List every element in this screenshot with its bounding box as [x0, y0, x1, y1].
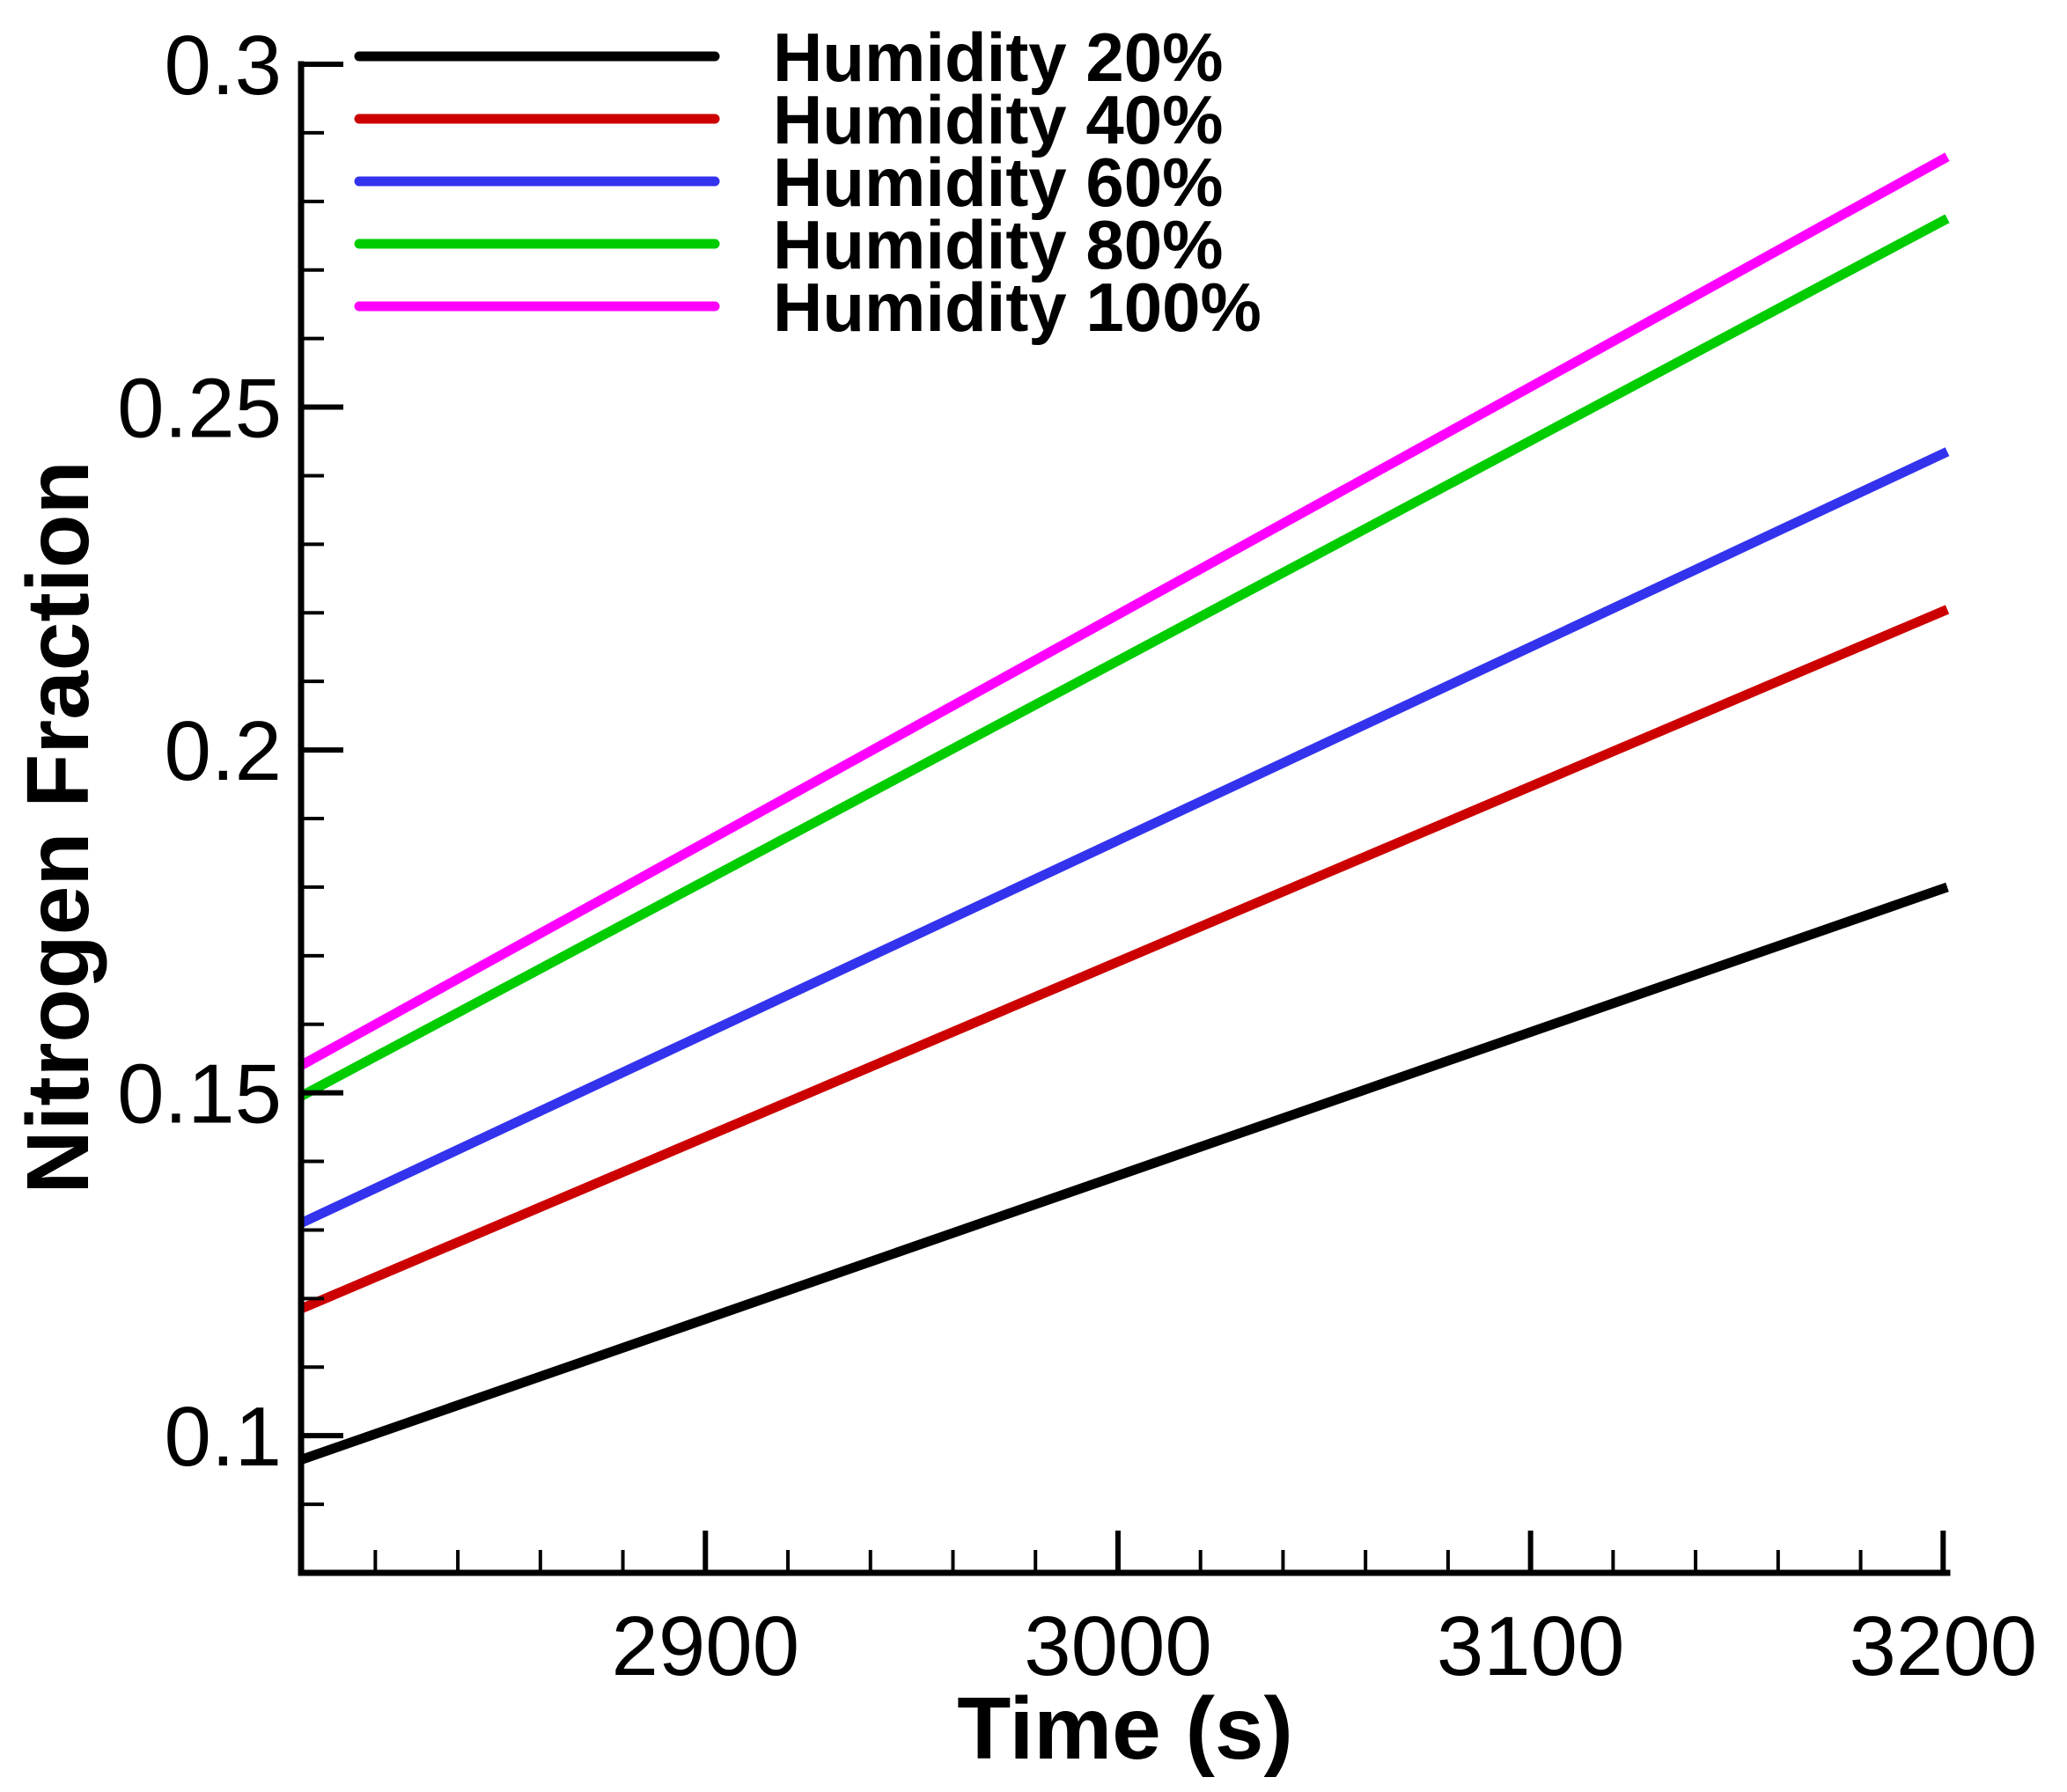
series-line-4 — [298, 214, 1950, 1101]
legend-label-1: Humidity 20% — [773, 18, 1223, 96]
y-tick-label: 0.3 — [165, 18, 282, 113]
legend-label-2: Humidity 40% — [773, 81, 1223, 158]
y-tick-label: 0.25 — [117, 362, 282, 456]
x-tick-label: 3100 — [1437, 1599, 1625, 1693]
legend-label-3: Humidity 60% — [773, 143, 1223, 221]
x-axis-title: Time (s) — [957, 1679, 1293, 1778]
legend-label-5: Humidity 100% — [773, 268, 1262, 346]
x-tick-label: 3200 — [1850, 1599, 2038, 1693]
axes-layer: 0.1 0.15 0.2 0.25 0.3 2900 3000 3100 3200 — [117, 18, 2037, 1693]
series-layer — [298, 152, 1950, 1465]
y-tick-label: 0.1 — [165, 1390, 282, 1484]
y-tick-label: 0.2 — [165, 704, 282, 798]
series-line-5 — [298, 152, 1950, 1070]
legend: Humidity 20%Humidity 40%Humidity 60%Humi… — [354, 18, 1262, 346]
legend-label-4: Humidity 80% — [773, 206, 1223, 283]
series-line-2 — [298, 605, 1950, 1314]
series-line-1 — [299, 882, 1949, 1465]
x-tick-label: 2900 — [612, 1599, 800, 1693]
x-tick-label: 3000 — [1024, 1599, 1212, 1693]
y-tick-label: 0.15 — [117, 1047, 282, 1142]
y-axis-title: Nitrogen Fraction — [9, 460, 107, 1193]
series-line-3 — [298, 447, 1950, 1228]
